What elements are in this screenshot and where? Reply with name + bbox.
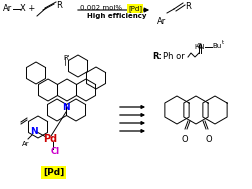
- Text: O: O: [206, 135, 213, 144]
- Text: X +: X +: [20, 4, 35, 13]
- Text: Ar: Ar: [157, 17, 166, 26]
- Text: N: N: [30, 128, 38, 136]
- Text: Pd: Pd: [43, 134, 57, 144]
- Text: N: N: [62, 102, 70, 112]
- Text: Ar: Ar: [3, 4, 12, 13]
- Text: R': R': [63, 55, 70, 61]
- Text: R: R: [56, 1, 62, 10]
- Text: High efficiency: High efficiency: [87, 13, 146, 19]
- Text: 0.002 mol%: 0.002 mol%: [80, 5, 122, 11]
- Text: [Pd]: [Pd]: [128, 5, 142, 12]
- Text: HN: HN: [194, 44, 205, 50]
- Text: [Pd]: [Pd]: [43, 168, 64, 177]
- Text: R:: R:: [152, 52, 162, 61]
- Text: t: t: [222, 40, 224, 45]
- Text: Cl: Cl: [50, 147, 59, 156]
- Text: R: R: [185, 2, 191, 11]
- Text: Ph or: Ph or: [163, 52, 185, 61]
- Text: O: O: [182, 135, 189, 144]
- Text: Ar: Ar: [22, 141, 30, 147]
- Text: O: O: [197, 43, 202, 49]
- Text: Bu: Bu: [212, 43, 221, 49]
